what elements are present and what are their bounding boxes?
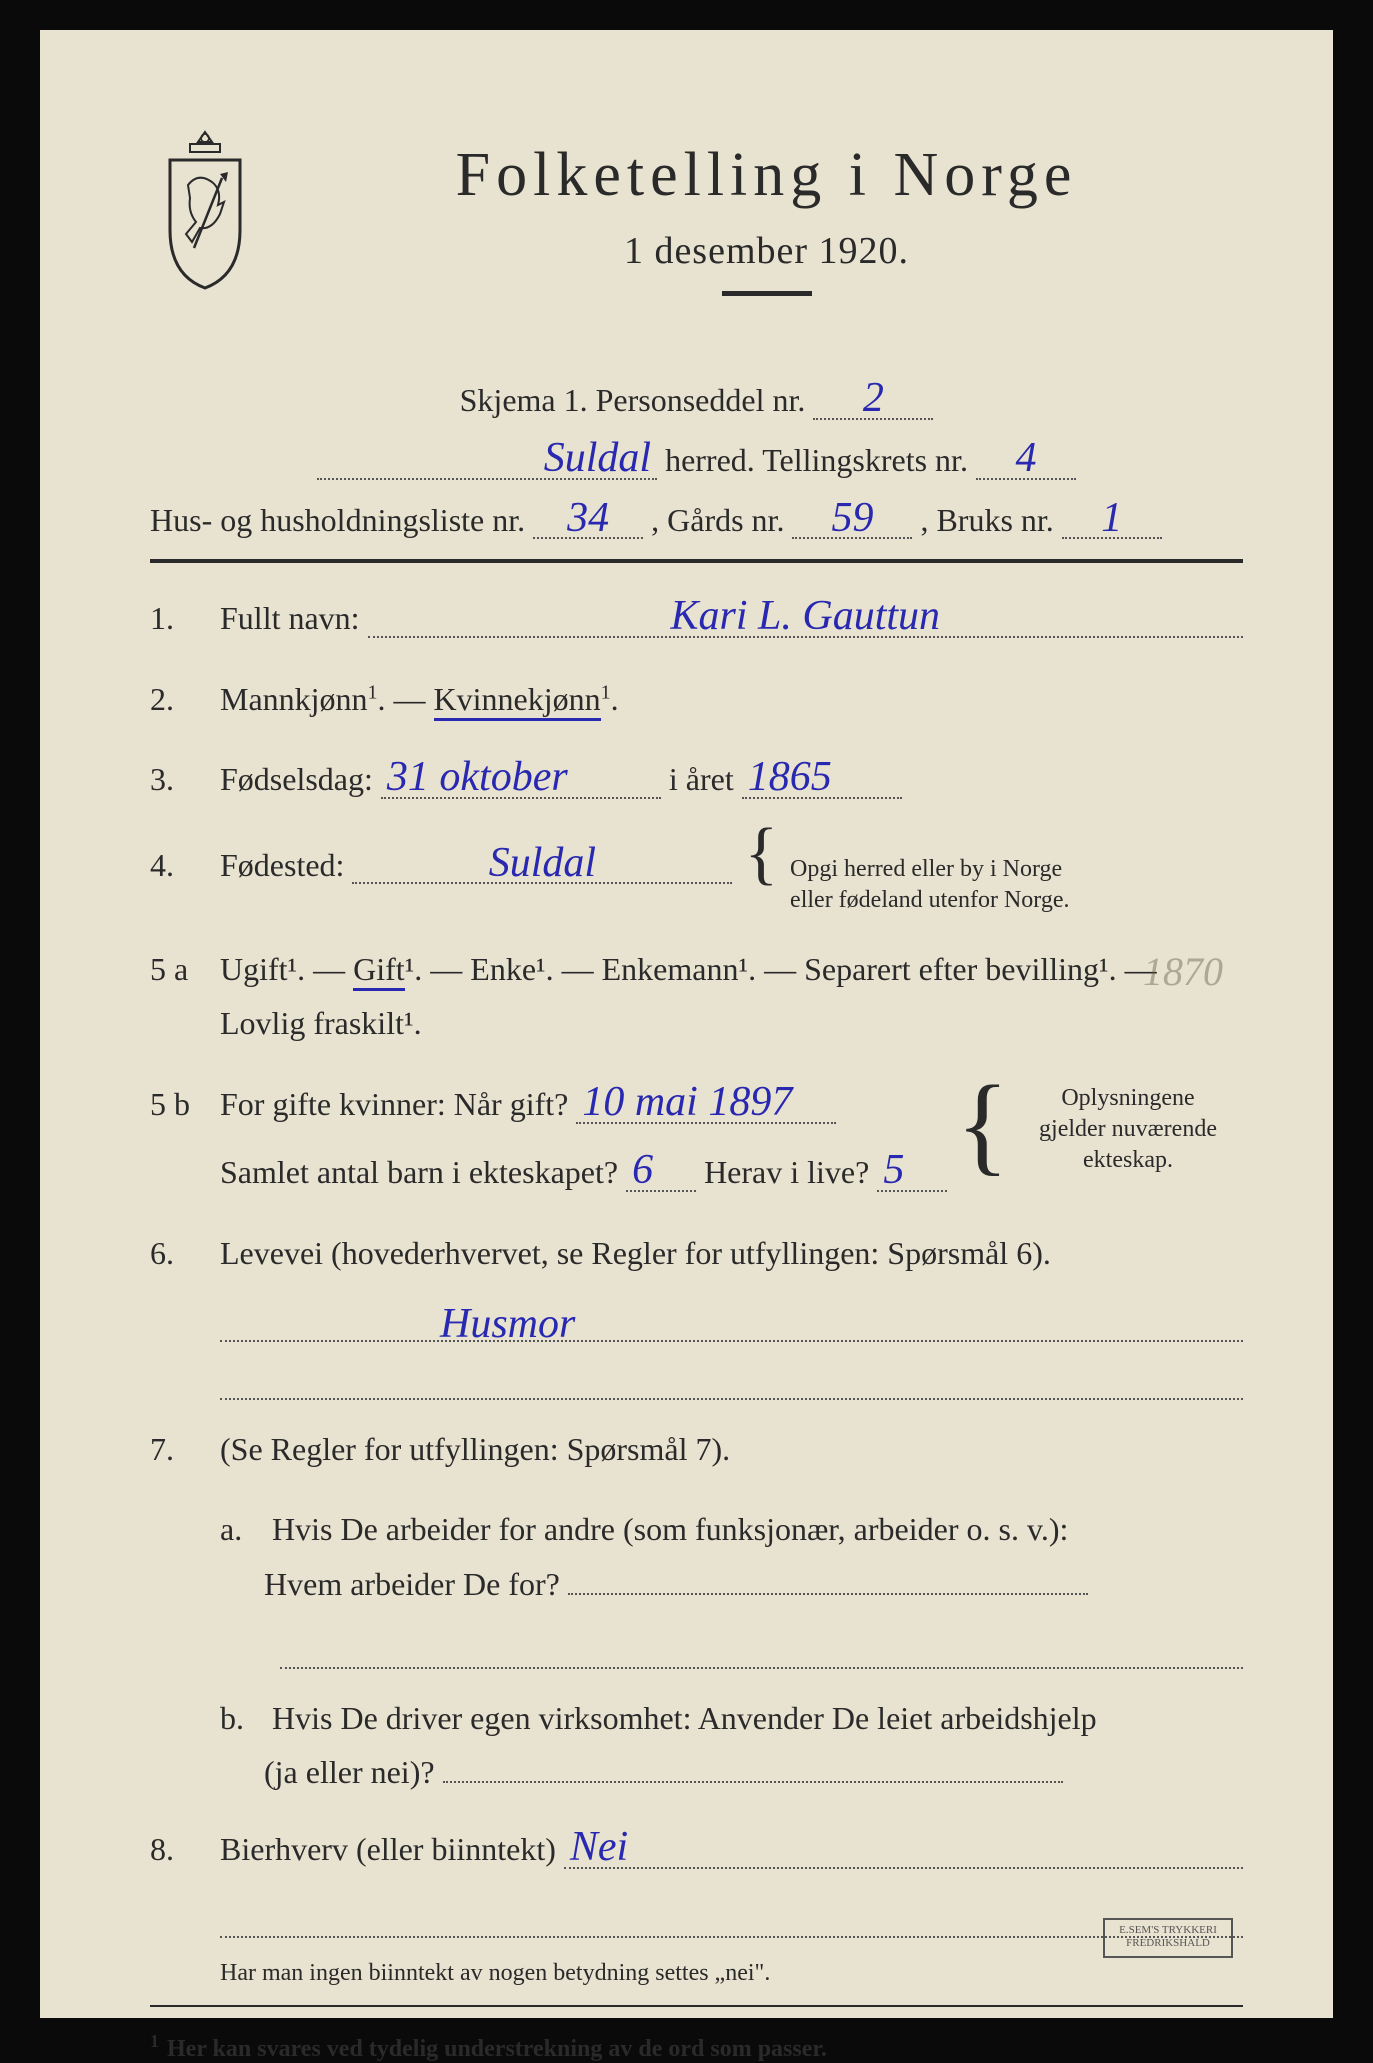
q4-value: Suldal — [352, 845, 732, 885]
q7a-label: Hvis De arbeider for andre (som funksjon… — [272, 1511, 1068, 1547]
q3-day: 31 oktober — [381, 759, 661, 799]
q5b-label-c: Herav i live? — [704, 1145, 869, 1199]
q6: 6. Levevei (hovederhvervet, se Regler fo… — [150, 1226, 1243, 1280]
q5b-value-a: 10 mai 1897 — [576, 1084, 836, 1124]
q8-num: 8. — [150, 1831, 206, 1868]
gards-value: 59 — [792, 500, 912, 540]
title-block: Folketelling i Norge 1 desember 1920. — [290, 130, 1243, 330]
q3-year: 1865 — [742, 759, 902, 799]
skjema-label: Skjema 1. Personseddel nr. — [460, 382, 806, 419]
printer-stamp: E.SEM'S TRYKKERI FREDRIKSHALD — [1103, 1918, 1233, 1958]
q7a: a. Hvis De arbeider for andre (som funks… — [220, 1502, 1243, 1611]
q1: 1. Fullt navn: Kari L. Gauttun — [150, 591, 1243, 645]
q8-label: Bierhverv (eller biinntekt) — [220, 1822, 556, 1876]
q2-num: 2. — [150, 681, 206, 718]
q8: 8. Bierhverv (eller biinntekt) Nei — [150, 1822, 1243, 1876]
q5a-gift: Gift — [353, 951, 405, 991]
divider — [150, 559, 1243, 563]
crest-svg — [150, 130, 260, 290]
q4: 4. Fødested: Suldal { Opgi herred eller … — [150, 833, 1243, 916]
page-title: Folketelling i Norge — [290, 140, 1243, 211]
q3-num: 3. — [150, 761, 206, 798]
brace-icon: { — [744, 833, 778, 875]
q1-label: Fullt navn: — [220, 591, 360, 645]
q7: 7. (Se Regler for utfyllingen: Spørsmål … — [150, 1422, 1243, 1476]
q7-label: (Se Regler for utfyllingen: Spørsmål 7). — [220, 1431, 730, 1467]
blank-line — [280, 1633, 1243, 1669]
q5b-label-b: Samlet antal barn i ekteskapet? — [220, 1145, 618, 1199]
q5b-num: 5 b — [150, 1086, 206, 1123]
page-subtitle: 1 desember 1920. — [290, 229, 1243, 273]
q3-label: Fødselsdag: — [220, 752, 373, 806]
q6-value: Husmor — [440, 1301, 575, 1347]
herred-label: herred. Tellingskrets nr. — [665, 442, 968, 479]
divider — [722, 291, 812, 296]
q2: 2. Mannkjønn1. — Kvinnekjønn1. — [150, 672, 1243, 726]
q5a-num: 5 a — [150, 951, 206, 988]
footnote-2: 1Her kan svares ved tydelig understrekni… — [150, 2031, 1243, 2063]
q3: 3. Fødselsdag: 31 oktober i året 1865 — [150, 752, 1243, 806]
bruks-label: , Bruks nr. — [920, 502, 1053, 539]
blank-line — [220, 1364, 1243, 1400]
q7a-q: Hvem arbeider De for? — [264, 1566, 560, 1602]
q6-value-line: Husmor — [220, 1306, 1243, 1342]
q4-num: 4. — [150, 847, 206, 884]
brace-icon: { — [956, 1091, 1009, 1157]
coat-of-arms-icon — [150, 130, 260, 290]
footnote-1: Har man ingen biinntekt av nogen betydni… — [220, 1960, 1243, 1987]
q7b-label: Hvis De driver egen virksomhet: Anvender… — [272, 1700, 1097, 1736]
q5b-label-a: For gifte kvinner: Når gift? — [220, 1077, 568, 1131]
bruks-value: 1 — [1062, 500, 1162, 540]
personseddel-value: 2 — [813, 380, 933, 420]
gards-label: , Gårds nr. — [651, 502, 784, 539]
q7-num: 7. — [150, 1431, 206, 1468]
q3-year-label: i året — [669, 752, 734, 806]
q4-note: Opgi herred eller by i Norge eller fødel… — [790, 854, 1069, 916]
q5a-margin: 1870 — [1143, 938, 1223, 1006]
q5b: 5 b For gifte kvinner: Når gift? 10 mai … — [150, 1077, 1243, 1200]
q5b-value-c: 5 — [877, 1152, 947, 1192]
q8-value: Nei — [564, 1829, 1243, 1869]
q1-num: 1. — [150, 600, 206, 637]
q5a-line2: Lovlig fraskilt¹. — [220, 1005, 422, 1041]
meta-skjema: Skjema 1. Personseddel nr. 2 — [150, 380, 1243, 420]
header: Folketelling i Norge 1 desember 1920. — [150, 130, 1243, 330]
q6-num: 6. — [150, 1235, 206, 1272]
q5b-value-b: 6 — [626, 1152, 696, 1192]
herred-value: Suldal — [317, 440, 657, 480]
q5a: 5 a Ugift¹. — Gift¹. — Enke¹. — Enkemann… — [150, 942, 1243, 1051]
q5b-note: Oplysningene gjelder nuværende ekteskap. — [1023, 1083, 1233, 1177]
q1-value: Kari L. Gauttun — [368, 598, 1243, 638]
husliste-value: 34 — [533, 500, 643, 540]
meta-husliste: Hus- og husholdningsliste nr. 34 , Gårds… — [150, 500, 1243, 540]
blank-line — [220, 1902, 1243, 1938]
q4-label: Fødested: — [220, 838, 344, 892]
krets-value: 4 — [976, 440, 1076, 480]
census-form-page: Folketelling i Norge 1 desember 1920. Sk… — [40, 30, 1333, 2018]
q7b-q: (ja eller nei)? — [264, 1754, 435, 1790]
q6-label: Levevei (hovederhvervet, se Regler for u… — [220, 1235, 1051, 1271]
q2-mann: Mannkjønn — [220, 681, 368, 717]
meta-herred: Suldal herred. Tellingskrets nr. 4 — [150, 440, 1243, 480]
divider — [150, 2005, 1243, 2007]
husliste-label: Hus- og husholdningsliste nr. — [150, 502, 525, 539]
q2-kvinne: Kvinnekjønn — [434, 681, 601, 721]
q7b: b. Hvis De driver egen virksomhet: Anven… — [220, 1691, 1243, 1800]
